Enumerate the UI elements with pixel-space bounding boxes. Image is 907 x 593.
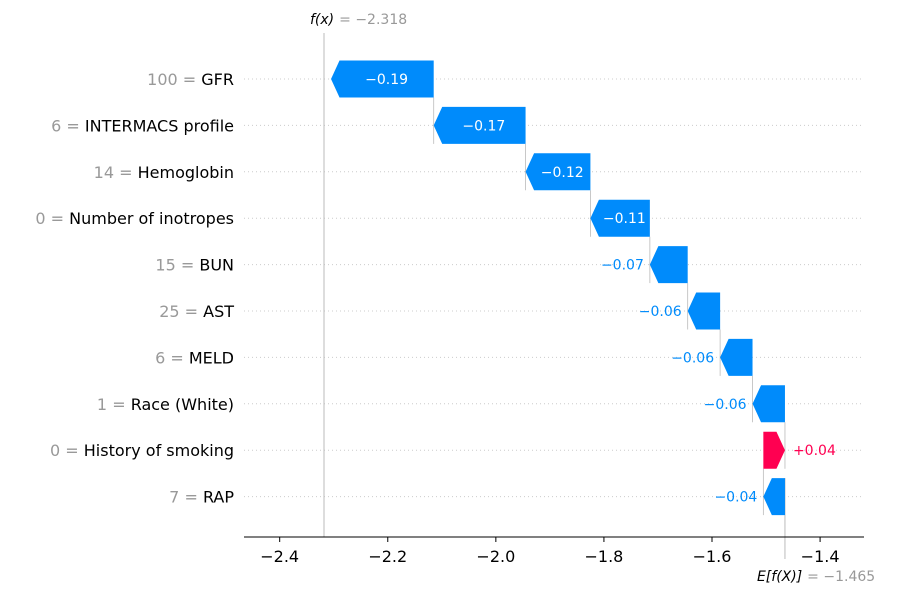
bar-meld [720,338,753,376]
feature-name: Hemoglobin [138,163,234,182]
equals-sign: = [61,116,85,135]
bar-gfr [331,60,434,98]
feature-value: 6 [155,348,165,367]
feature-label: 7 = RAP [169,488,234,507]
feature-name: BUN [199,256,234,275]
feature-value: 14 [94,163,114,182]
bar-value-label: −0.06 [704,397,747,413]
x-tick-label: −1.8 [584,547,623,566]
bar-intermacs-profile [433,106,526,144]
feature-label: 15 = BUN [155,256,234,275]
feature-label: 6 = INTERMACS profile [51,116,234,135]
feature-name: Race (White) [131,395,234,414]
x-tick-label: −1.4 [801,547,840,566]
bar-number-of-inotropes [590,199,650,237]
equals-sign: = [176,256,200,275]
equals-sign: = [114,163,138,182]
x-tick-label: −2.0 [476,547,515,566]
bar-value-label: −0.19 [365,72,408,88]
bar-race-white- [752,385,785,423]
feature-value: 0 [50,441,60,460]
bar-ast [687,292,721,330]
feature-label: 1 = Race (White) [97,395,234,414]
bar-hemoglobin [525,153,591,191]
feature-label: 0 = History of smoking [50,441,234,460]
feature-value: 6 [51,116,61,135]
x-axis: −2.4 −2.2 −2.0 −1.8 −1.6 −1.4 [244,536,864,566]
feature-value: 7 [169,488,179,507]
equals-sign: = [107,395,131,414]
equals-sign: = [180,302,204,321]
annotations: f(x) = −2.318 E[f(X)] = −1.465 [310,12,875,585]
feature-label: 100 = GFR [147,70,234,89]
bar-rap [763,478,785,516]
feature-name: INTERMACS profile [85,116,234,135]
equals-sign: = [178,70,202,89]
feature-label: 14 = Hemoglobin [94,163,234,182]
bar-value-label: +0.04 [793,443,836,459]
fx-value: = −2.318 [339,12,407,28]
feature-value: 0 [35,209,45,228]
feature-value: 1 [97,395,107,414]
fx-label: f(x) [310,12,334,28]
feature-value: 100 [147,70,178,89]
feature-label: 0 = Number of inotropes [35,209,234,228]
feature-label: 6 = MELD [155,348,234,367]
feature-name: History of smoking [84,441,234,460]
feature-name: Number of inotropes [69,209,234,228]
bar-value-label: −0.07 [601,258,644,274]
bar-value-label: −0.12 [541,165,584,181]
bar-value-label: −0.17 [462,118,505,134]
efx-annotation: E[f(X)] = −1.465 [757,569,875,585]
bar-history-of-smoking [763,431,785,469]
bar-value-label: −0.06 [671,350,714,366]
bar-value-label: −0.11 [603,211,646,227]
efx-value: = −1.465 [807,569,875,585]
bar-layer: −0.19 −0.17 −0.12 −0.11 −0.07 −0.06 −0.06 −0.06… [331,60,836,516]
equals-sign: = [60,441,84,460]
efx-label: E[f(X)] [757,569,802,585]
equals-sign: = [46,209,70,228]
feature-name: MELD [189,348,234,367]
x-tick-label: −2.4 [260,547,299,566]
feature-name: RAP [203,488,234,507]
fx-annotation: f(x) = −2.318 [310,12,407,28]
feature-value: 15 [155,256,175,275]
feature-label: 25 = AST [159,302,234,321]
x-tick-label: −1.6 [693,547,732,566]
feature-value: 25 [159,302,179,321]
feature-name: GFR [201,70,234,89]
bar-value-label: −0.04 [714,490,757,506]
bar-bun [649,246,688,284]
bar-value-label: −0.06 [639,304,682,320]
equals-sign: = [179,488,203,507]
equals-sign: = [165,348,189,367]
x-tick-label: −2.2 [368,547,407,566]
feature-name: AST [203,302,234,321]
